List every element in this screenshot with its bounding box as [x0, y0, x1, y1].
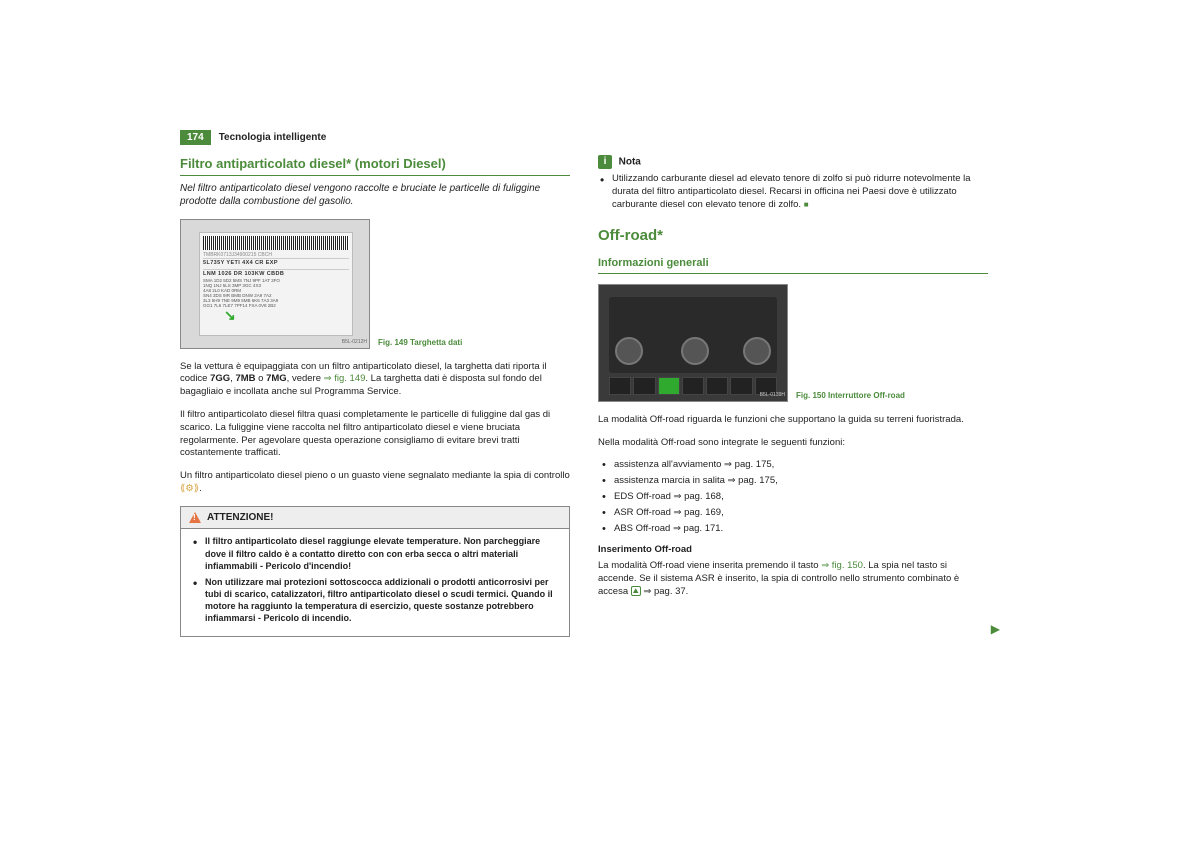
knob-icon	[681, 337, 709, 365]
left-column: Filtro antiparticolato diesel* (motori D…	[180, 155, 570, 637]
note-header: i Nota	[598, 155, 988, 169]
p3-b: .	[199, 483, 202, 494]
figure-150-caption: Fig. 150 Interruttore Off-road	[796, 391, 905, 402]
warning-item-2: Non utilizzare mai protezioni sottoscocc…	[191, 576, 559, 625]
climate-panel	[609, 297, 777, 373]
warning-item-1: Il filtro antiparticolato diesel raggiun…	[191, 535, 559, 571]
page-header-title: Tecnologia intelligente	[219, 132, 327, 143]
p3-a: Un filtro antiparticolato diesel pieno o…	[180, 470, 570, 481]
paragraph-3: Un filtro antiparticolato diesel pieno o…	[180, 470, 570, 496]
p3r-a: La modalità Off-road viene inserita prem…	[598, 560, 821, 571]
list-item: ASR Off-road ⇒ pag. 169,	[598, 507, 988, 520]
warning-body: Il filtro antiparticolato diesel raggiun…	[181, 529, 569, 636]
figure-149-caption: Fig. 149 Targhetta dati	[378, 338, 462, 349]
note-text: Utilizzando carburante diesel ad elevato…	[612, 173, 971, 210]
section-title-offroad: Off-road*	[598, 226, 988, 246]
figure-149-image: TMBRK0713J34900215 CBCH 5L735Y YETI 4X4 …	[180, 219, 370, 349]
offroad-button-highlight	[658, 377, 680, 395]
subhead-insert-offroad: Inserimento Off-road	[598, 544, 988, 557]
panel-button	[609, 377, 631, 395]
page-header: 174 Tecnologia intelligente	[180, 130, 326, 145]
warning-title: ATTENZIONE!	[207, 511, 273, 525]
plate-codes: SMA 1D2 5D2 5MS 7NJ 9PF 1AT 3FO 1NQ 1NJ …	[203, 279, 349, 309]
note-title: Nota	[619, 156, 641, 167]
note-body: Utilizzando carburante diesel ad elevato…	[598, 173, 988, 211]
p1-code-7mb: 7MB	[235, 373, 255, 384]
content-columns: Filtro antiparticolato diesel* (motori D…	[180, 155, 990, 637]
panel-button	[682, 377, 704, 395]
p3r-c: ⇒ pag. 37.	[641, 586, 689, 597]
list-item: EDS Off-road ⇒ pag. 168,	[598, 491, 988, 504]
figure-149-code: B5L-0212H	[342, 339, 367, 346]
figure-150-image: B5L-0139H	[598, 284, 788, 402]
knob-icon	[743, 337, 771, 365]
warning-lamp-icon: ⟪⚙⟫	[180, 483, 199, 494]
p1-e: o	[256, 373, 267, 384]
plate-serial: TMBRK0713J34900215 CBCH	[203, 252, 349, 259]
paragraph-1: Se la vettura è equipaggiata con un filt…	[180, 361, 570, 399]
continue-arrow-icon: ▶	[991, 621, 1000, 637]
end-square-icon: ■	[804, 200, 809, 209]
paragraph-2: Il filtro antiparticolato diesel filtra …	[180, 409, 570, 460]
p1-code-7gg: 7GG	[210, 373, 230, 384]
note-item: Utilizzando carburante diesel ad elevato…	[598, 173, 988, 211]
button-row	[609, 377, 777, 395]
knob-icon	[615, 337, 643, 365]
fig-149-link: ⇒ fig. 149	[324, 373, 366, 384]
fig-150-link: ⇒ fig. 150	[821, 560, 863, 571]
subsection-general-info: Informazioni generali	[598, 256, 988, 274]
info-icon: i	[598, 155, 612, 169]
offroad-lamp-icon: ⛰	[631, 586, 641, 596]
figure-150-code: B5L-0139H	[760, 392, 785, 399]
p1-g: , vedere	[287, 373, 324, 384]
list-item: assistenza marcia in salita ⇒ pag. 175,	[598, 475, 988, 488]
figure-149-row: TMBRK0713J34900215 CBCH 5L735Y YETI 4X4 …	[180, 219, 570, 349]
offroad-para-1: La modalità Off-road riguarda le funzion…	[598, 414, 988, 427]
list-item: ABS Off-road ⇒ pag. 171.	[598, 523, 988, 536]
arrow-icon: ↘	[224, 306, 236, 325]
list-item: assistenza all'avviamento ⇒ pag. 175,	[598, 459, 988, 472]
plate-line-1: 5L735Y YETI 4X4 CR EXP	[203, 258, 349, 268]
panel-button	[706, 377, 728, 395]
offroad-para-3: La modalità Off-road viene inserita prem…	[598, 560, 988, 598]
right-column: i Nota Utilizzando carburante diesel ad …	[598, 155, 988, 637]
section-title-dpf: Filtro antiparticolato diesel* (motori D…	[180, 155, 570, 176]
warning-triangle-icon	[189, 512, 201, 523]
panel-button	[633, 377, 655, 395]
section-subtitle: Nel filtro antiparticolato diesel vengon…	[180, 182, 570, 209]
barcode-icon	[203, 236, 349, 250]
warning-header: ATTENZIONE!	[181, 507, 569, 530]
p1-code-7mg: 7MG	[266, 373, 287, 384]
panel-button	[730, 377, 752, 395]
offroad-para-2: Nella modalità Off-road sono integrate l…	[598, 437, 988, 450]
data-plate: TMBRK0713J34900215 CBCH 5L735Y YETI 4X4 …	[199, 232, 353, 336]
page-number-badge: 174	[180, 130, 211, 145]
warning-box: ATTENZIONE! Il filtro antiparticolato di…	[180, 506, 570, 637]
offroad-function-list: assistenza all'avviamento ⇒ pag. 175, as…	[598, 459, 988, 535]
figure-150-row: B5L-0139H Fig. 150 Interruttore Off-road	[598, 284, 988, 402]
